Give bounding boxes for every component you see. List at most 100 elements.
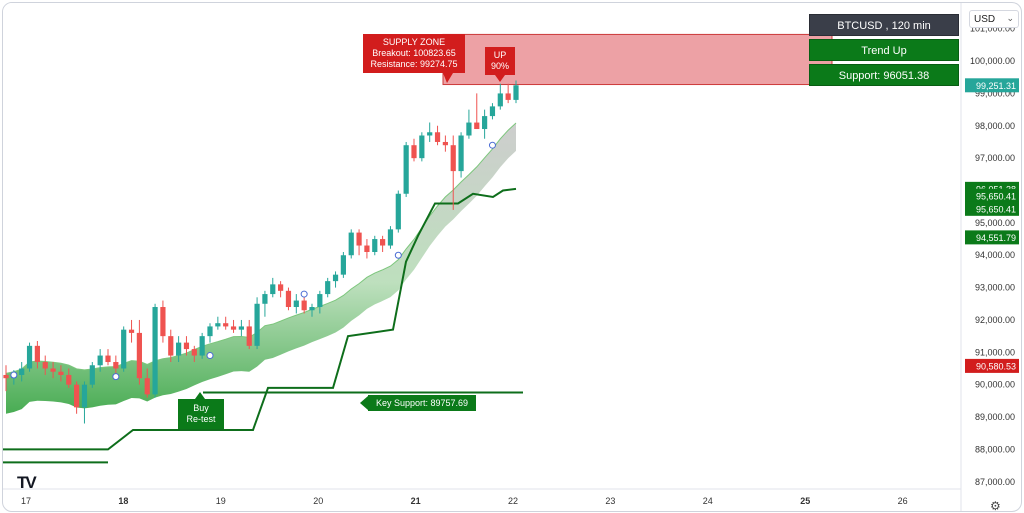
candle-body	[191, 349, 197, 356]
x-tick-label: 26	[898, 496, 908, 506]
retest-label: Re-test	[186, 414, 216, 424]
price-label-text: 90,580.53	[976, 361, 1016, 371]
x-tick-label: 25	[800, 496, 810, 506]
candle-body	[262, 294, 268, 304]
price-label-text: 95,650.41	[976, 204, 1016, 214]
supply-callout-pointer	[443, 73, 453, 83]
candle-body	[50, 368, 56, 372]
up-badge-pointer	[495, 75, 505, 82]
candle-body	[160, 307, 166, 337]
signal-marker	[10, 371, 18, 379]
buy-label: Buy	[193, 403, 209, 413]
candle-body	[458, 135, 464, 172]
price-label-box	[965, 188, 1019, 203]
key-support-pointer	[360, 396, 368, 410]
candle-body	[380, 239, 386, 246]
y-tick-label: 90,000.00	[975, 380, 1015, 390]
candle-body	[340, 255, 346, 275]
candle-body	[144, 378, 150, 395]
y-tick-label: 92,000.00	[975, 315, 1015, 325]
candle-body	[3, 374, 9, 379]
step-support-line	[3, 187, 517, 451]
candle-body	[168, 336, 174, 356]
candle-body	[317, 294, 323, 308]
signal-marker	[112, 373, 120, 381]
candle-body	[81, 384, 88, 408]
currency-select-value: USD	[974, 14, 996, 25]
candle-body	[89, 365, 95, 385]
candle-body	[136, 332, 142, 379]
candle-body	[497, 93, 503, 107]
candle-body	[105, 355, 111, 363]
candle-body	[356, 232, 362, 246]
supply-zone-breakout: Breakout: 100823.65	[372, 48, 456, 58]
up-badge-label: UP	[493, 50, 507, 60]
key-support-label: Key Support: 89757.69	[368, 395, 476, 411]
candle-body	[411, 145, 417, 159]
candle-body	[489, 106, 496, 117]
signal-marker	[488, 141, 496, 149]
trend-label: Trend Up	[809, 39, 959, 61]
candle-body	[450, 145, 456, 172]
candle-body	[97, 355, 103, 366]
y-tick-label: 95,000.00	[975, 218, 1015, 228]
candle-body	[66, 374, 72, 385]
candle-body	[466, 122, 472, 136]
supply-zone-title: SUPPLY ZONE	[382, 37, 446, 47]
price-label-box	[965, 201, 1019, 216]
candle-body	[26, 345, 33, 369]
candle-body	[215, 323, 221, 327]
candle-body	[348, 232, 354, 256]
up-badge: UP 90%	[485, 47, 515, 75]
price-label-text: 95,650.41	[976, 191, 1016, 201]
candle-body	[332, 274, 339, 282]
currency-select[interactable]: USD ⌄	[969, 10, 1019, 28]
y-tick-label: 98,000.00	[975, 121, 1015, 131]
price-label-text: 94,551.79	[976, 233, 1016, 243]
candle-body	[427, 132, 433, 136]
candle-body	[152, 307, 158, 395]
candle-body	[309, 307, 315, 311]
candle-body	[207, 326, 213, 337]
candle-body	[325, 281, 331, 295]
candle-body	[387, 229, 394, 246]
candle-body	[246, 326, 252, 346]
supply-zone-callout: SUPPLY ZONE Breakout: 100823.65 Resistan…	[363, 34, 465, 73]
candle-body	[395, 193, 401, 230]
candle-body	[293, 300, 299, 308]
candle-body	[364, 245, 370, 252]
candle-body	[482, 116, 488, 130]
candle-body	[183, 342, 190, 350]
chevron-down-icon: ⌄	[1006, 13, 1014, 23]
candle-body	[513, 85, 519, 100]
candle-body	[121, 329, 127, 369]
y-tick-label: 99,000.00	[975, 88, 1015, 98]
x-tick-label: 23	[605, 496, 615, 506]
y-tick-label: 101,000.00	[970, 24, 1015, 34]
price-label-box	[965, 78, 1019, 93]
symbol-title-box: BTCUSD , 120 min	[809, 14, 959, 36]
candle-body	[113, 362, 119, 369]
candle-body	[403, 145, 409, 194]
candle-body	[278, 284, 284, 291]
candle-body	[230, 326, 237, 330]
candle-body	[42, 362, 48, 369]
candle-body	[442, 141, 448, 146]
signal-marker	[394, 251, 402, 259]
up-badge-percent: 90%	[490, 61, 509, 71]
y-tick-label: 93,000.00	[975, 283, 1015, 293]
candle-body	[254, 303, 260, 346]
x-tick-label: 19	[216, 496, 226, 506]
candle-body	[128, 329, 135, 333]
y-tick-label: 89,000.00	[975, 412, 1015, 422]
signal-marker	[300, 290, 308, 298]
support-label: Support: 96051.38	[809, 64, 959, 86]
gear-icon[interactable]: ⚙	[990, 499, 1001, 512]
price-label-box	[965, 358, 1019, 373]
y-tick-label: 88,000.00	[975, 444, 1015, 454]
candle-body	[301, 300, 307, 311]
candle-body	[19, 368, 25, 375]
supply-zone-resistance: Resistance: 99274.75	[370, 59, 458, 69]
signal-marker	[206, 352, 214, 360]
